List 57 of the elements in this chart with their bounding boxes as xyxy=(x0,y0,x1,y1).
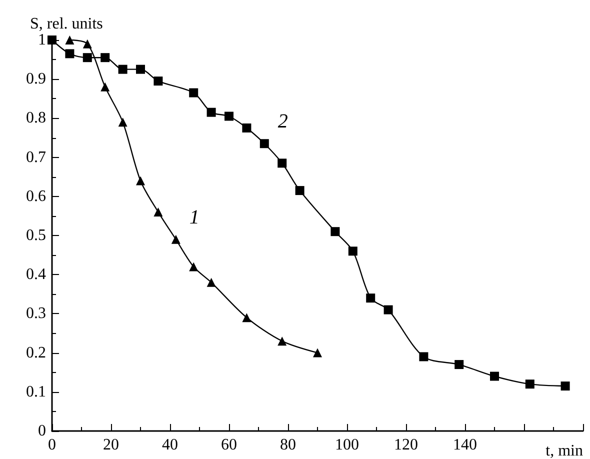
x-tick-label: 120 xyxy=(394,436,418,454)
point xyxy=(224,112,234,121)
y-tick-label: 0.3 xyxy=(26,305,46,322)
point xyxy=(100,53,110,62)
y-tick-label: 0.8 xyxy=(26,110,46,127)
point xyxy=(65,49,74,58)
point xyxy=(189,88,198,98)
point xyxy=(242,313,252,322)
y-tick-label: 0.5 xyxy=(26,227,46,244)
y-tick-label: 1 xyxy=(38,32,46,48)
point xyxy=(330,227,340,236)
y-tick-label: 0.9 xyxy=(26,70,46,88)
x-tick-label: 60 xyxy=(221,436,237,454)
point xyxy=(419,352,428,362)
point xyxy=(384,305,393,314)
series-label: 2 xyxy=(278,110,288,133)
y-tick-label: 0.1 xyxy=(26,383,46,400)
y-tick-label: 0.4 xyxy=(26,266,46,284)
point xyxy=(348,246,358,256)
point xyxy=(65,36,74,44)
point xyxy=(189,262,198,272)
point xyxy=(206,278,216,287)
point xyxy=(82,53,92,62)
x-tick-label: 100 xyxy=(335,436,359,454)
x-tick-label: 20 xyxy=(103,436,119,454)
point xyxy=(136,64,145,74)
point xyxy=(206,108,216,117)
point xyxy=(82,39,92,48)
point xyxy=(313,348,322,358)
point xyxy=(136,176,145,186)
point xyxy=(48,36,56,44)
point xyxy=(260,139,269,148)
y-tick-label: 0.6 xyxy=(26,188,46,205)
point xyxy=(242,123,252,132)
point xyxy=(490,372,499,381)
x-tick-label: 40 xyxy=(162,436,178,454)
point xyxy=(154,208,163,217)
y-tick-label: 0 xyxy=(38,422,46,440)
y-axis-title: S, rel. units xyxy=(30,16,103,32)
series-label: 1 xyxy=(189,206,200,228)
point xyxy=(118,64,128,74)
x-axis-title: t, min xyxy=(546,442,583,459)
point xyxy=(154,76,163,86)
point xyxy=(278,158,287,168)
y-tick-label: 0.7 xyxy=(26,148,46,166)
point xyxy=(525,380,534,389)
y-tick-label: 0.2 xyxy=(26,344,46,362)
point xyxy=(295,186,304,196)
point xyxy=(560,382,570,391)
point xyxy=(366,294,376,303)
point xyxy=(171,234,180,244)
point xyxy=(100,82,110,92)
x-tick-label: 80 xyxy=(280,436,296,454)
point xyxy=(278,336,287,346)
x-tick-label: 140 xyxy=(453,436,477,454)
point xyxy=(454,360,464,370)
point xyxy=(118,118,128,127)
